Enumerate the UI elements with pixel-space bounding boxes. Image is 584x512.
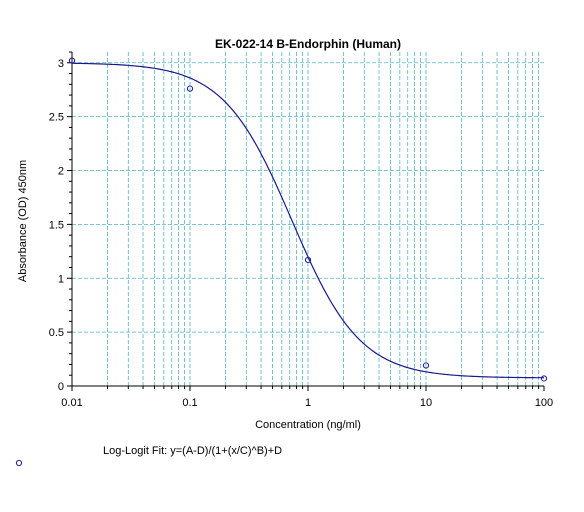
data-point <box>540 375 548 382</box>
fit-equation: Log-Logit Fit: y=(A-D)/(1+(x/C)^B)+D <box>103 445 282 457</box>
y-tick-label: 0 <box>58 381 64 393</box>
data-point <box>422 362 430 369</box>
y-tick-label: 1.5 <box>49 219 64 231</box>
y-tick-label: 2.5 <box>49 112 64 124</box>
data-point <box>186 85 194 92</box>
axis-layer: 0.01 0.1 1 10 100 0 0.5 1 1.5 2 2.5 3 <box>49 51 553 409</box>
point-layer <box>68 57 548 382</box>
chart-title: EK-022-14 B-Endorphin (Human) <box>215 37 401 51</box>
y-tick-label: 0.5 <box>49 327 64 339</box>
x-tick-label: 1 <box>305 397 311 409</box>
y-tick-label: 3 <box>58 58 64 70</box>
y-tick-label: 2 <box>58 166 64 178</box>
data-point <box>304 256 312 264</box>
x-axis-title: Concentration (ng/ml) <box>255 419 361 431</box>
y-axis-title: Absorbance (OD) 450nm <box>17 160 29 282</box>
y-tick-label: 1 <box>58 273 64 285</box>
x-tick-label: 0.1 <box>182 397 197 409</box>
grid-layer <box>72 52 544 386</box>
x-tick-label: 0.01 <box>61 397 82 409</box>
x-tick-label: 100 <box>535 397 553 409</box>
x-tick-label: 10 <box>420 397 432 409</box>
data-point <box>68 57 76 64</box>
legend-marker <box>15 459 23 467</box>
